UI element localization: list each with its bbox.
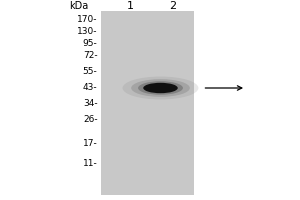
Text: 34-: 34-	[83, 98, 98, 108]
Ellipse shape	[122, 77, 199, 99]
Text: 2: 2	[169, 1, 176, 11]
Text: 17-: 17-	[83, 138, 98, 147]
Ellipse shape	[131, 79, 190, 97]
Ellipse shape	[143, 83, 178, 93]
Text: 26-: 26-	[83, 116, 98, 124]
Text: 95-: 95-	[83, 38, 98, 47]
Text: kDa: kDa	[69, 1, 88, 11]
Text: 55-: 55-	[83, 66, 98, 75]
Text: 11-: 11-	[83, 158, 98, 167]
Text: 72-: 72-	[83, 51, 98, 60]
Ellipse shape	[138, 81, 183, 95]
Text: 130-: 130-	[77, 26, 98, 36]
Text: 170-: 170-	[77, 16, 98, 24]
Text: 43-: 43-	[83, 83, 98, 92]
Text: 1: 1	[127, 1, 134, 11]
